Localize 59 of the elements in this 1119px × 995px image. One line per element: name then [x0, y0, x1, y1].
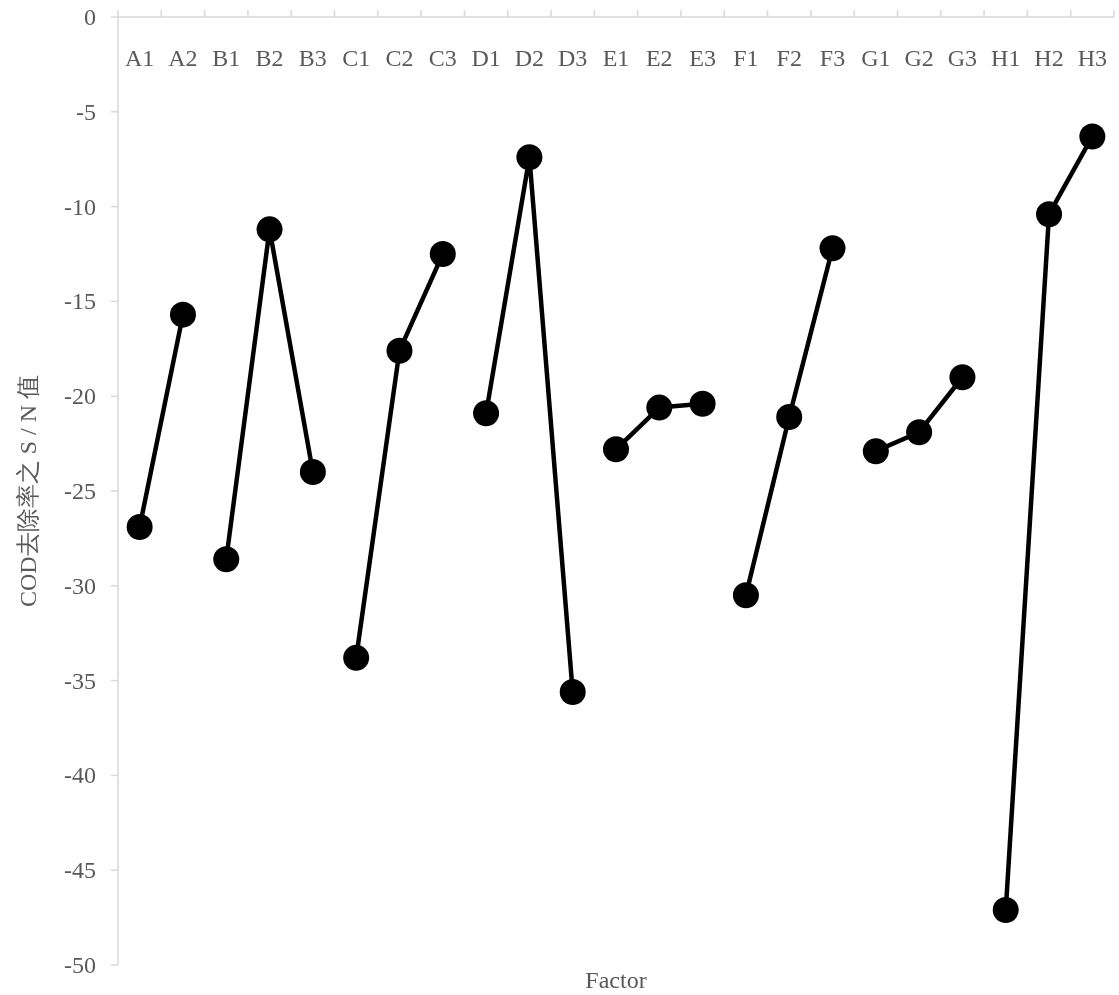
- point: [992, 897, 1019, 924]
- x-tick-label: G1: [861, 45, 891, 71]
- point: [646, 394, 673, 421]
- y-tick-label: -30: [64, 572, 96, 599]
- y-tick-label: -25: [64, 478, 96, 504]
- point: [559, 678, 586, 705]
- x-axis-title: Factor: [585, 967, 647, 993]
- point: [516, 144, 543, 171]
- x-tick-label: H1: [991, 45, 1021, 71]
- x-tick-label: C3: [428, 45, 457, 71]
- x-tick-label: D2: [514, 45, 545, 71]
- point: [732, 582, 759, 609]
- point: [776, 404, 803, 431]
- point: [169, 301, 196, 328]
- x-tick-label: B2: [255, 45, 284, 71]
- point: [473, 400, 500, 427]
- x-tick-label: F2: [776, 45, 802, 71]
- y-tick-label: -40: [64, 762, 96, 789]
- x-tick-label: D1: [471, 45, 501, 71]
- point: [819, 235, 846, 262]
- x-tick-label: A1: [124, 45, 155, 71]
- x-tick-label: H2: [1034, 45, 1064, 71]
- x-tick-label: E3: [689, 45, 716, 71]
- point: [256, 216, 283, 243]
- point: [386, 337, 413, 364]
- point: [343, 644, 370, 671]
- y-tick-label: -20: [64, 383, 96, 410]
- x-tick-label: H3: [1077, 45, 1108, 71]
- point: [603, 436, 629, 463]
- point: [429, 241, 456, 267]
- point: [1036, 201, 1063, 228]
- x-tick-label: A2: [168, 45, 198, 71]
- x-tick-label: F3: [819, 45, 846, 71]
- point: [862, 438, 889, 465]
- y-tick-label: -50: [64, 952, 96, 978]
- point: [906, 419, 933, 446]
- point: [689, 390, 716, 417]
- y-tick-label: -35: [64, 667, 96, 694]
- point: [949, 364, 976, 391]
- y-tick-label: -5: [76, 98, 96, 125]
- point: [213, 546, 240, 573]
- x-tick-label: C2: [385, 45, 414, 71]
- x-tick-label: F1: [733, 45, 759, 71]
- y-tick-label: 0: [84, 4, 96, 30]
- x-tick-label: G2: [904, 45, 934, 71]
- x-tick-label: B1: [212, 45, 241, 71]
- x-tick-label: E1: [602, 45, 630, 71]
- x-tick-label: D3: [558, 45, 588, 71]
- point: [1079, 123, 1106, 150]
- x-tick-label: E2: [645, 45, 673, 71]
- x-tick-label: G3: [947, 45, 978, 71]
- point: [126, 514, 153, 541]
- y-tick-label: -45: [64, 857, 96, 884]
- y-tick-label: -15: [64, 288, 96, 315]
- x-tick-label: C1: [342, 45, 371, 71]
- y-tick-label: -10: [64, 193, 96, 220]
- x-tick-label: B3: [298, 45, 327, 71]
- y-axis-title: COD去除率之 S / N 值: [15, 374, 41, 608]
- point: [299, 459, 326, 486]
